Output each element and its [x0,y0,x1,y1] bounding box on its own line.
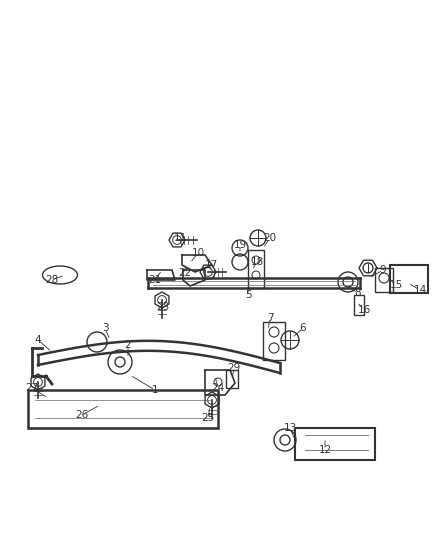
Text: 29: 29 [227,363,240,373]
Text: 3: 3 [102,323,108,333]
Text: 28: 28 [46,275,59,285]
Bar [226,370,238,388]
Text: 8: 8 [355,288,361,298]
Text: 1: 1 [152,385,158,395]
Text: 27: 27 [25,383,39,393]
Text: 26: 26 [75,410,88,420]
Text: 24: 24 [212,383,225,393]
Text: 17: 17 [205,260,218,270]
Text: 19: 19 [233,240,247,250]
Bar [295,428,375,460]
Text: 5: 5 [245,290,251,300]
Text: 22: 22 [178,268,192,278]
Text: 12: 12 [318,445,332,455]
Text: 23: 23 [156,302,170,312]
Text: 20: 20 [263,233,276,243]
Bar [263,322,285,360]
Bar [390,265,428,293]
Text: 7: 7 [267,313,273,323]
Text: 6: 6 [300,323,306,333]
Text: 25: 25 [201,413,215,423]
Text: 14: 14 [413,285,427,295]
Bar [28,390,218,428]
Text: 4: 4 [35,335,41,345]
Bar [354,295,364,315]
Text: 13: 13 [283,423,297,433]
Text: 11: 11 [173,233,187,243]
Text: 16: 16 [357,305,371,315]
Text: 15: 15 [389,280,403,290]
Bar [248,250,264,288]
Text: 21: 21 [148,275,162,285]
Text: 2: 2 [125,340,131,350]
Text: 9: 9 [380,265,386,275]
Bar [375,268,393,292]
Text: 10: 10 [191,248,205,258]
Text: 18: 18 [251,257,264,267]
